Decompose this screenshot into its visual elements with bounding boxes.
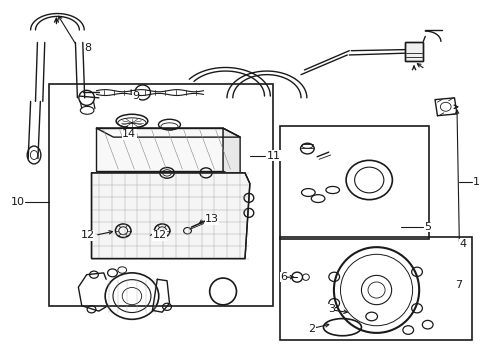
Polygon shape xyxy=(223,128,240,180)
Polygon shape xyxy=(97,128,223,171)
Text: 3: 3 xyxy=(328,304,335,314)
Bar xyxy=(280,126,429,239)
Bar xyxy=(280,237,471,340)
Polygon shape xyxy=(92,173,250,258)
Polygon shape xyxy=(97,128,240,137)
Text: 2: 2 xyxy=(308,324,316,334)
Text: 7: 7 xyxy=(456,280,463,291)
Text: 11: 11 xyxy=(267,151,280,161)
Text: 13: 13 xyxy=(205,214,219,224)
Text: 12: 12 xyxy=(152,230,167,240)
Text: 8: 8 xyxy=(84,43,91,53)
Text: 6: 6 xyxy=(280,272,287,282)
Bar xyxy=(405,42,423,62)
Text: 5: 5 xyxy=(424,222,431,232)
Text: 10: 10 xyxy=(11,197,25,207)
Bar xyxy=(49,84,273,306)
Text: 14: 14 xyxy=(122,129,136,139)
Text: 9: 9 xyxy=(132,91,139,101)
Text: 1: 1 xyxy=(473,177,480,187)
Bar xyxy=(405,42,423,62)
Text: 4: 4 xyxy=(460,239,466,249)
Text: 12: 12 xyxy=(81,230,95,240)
